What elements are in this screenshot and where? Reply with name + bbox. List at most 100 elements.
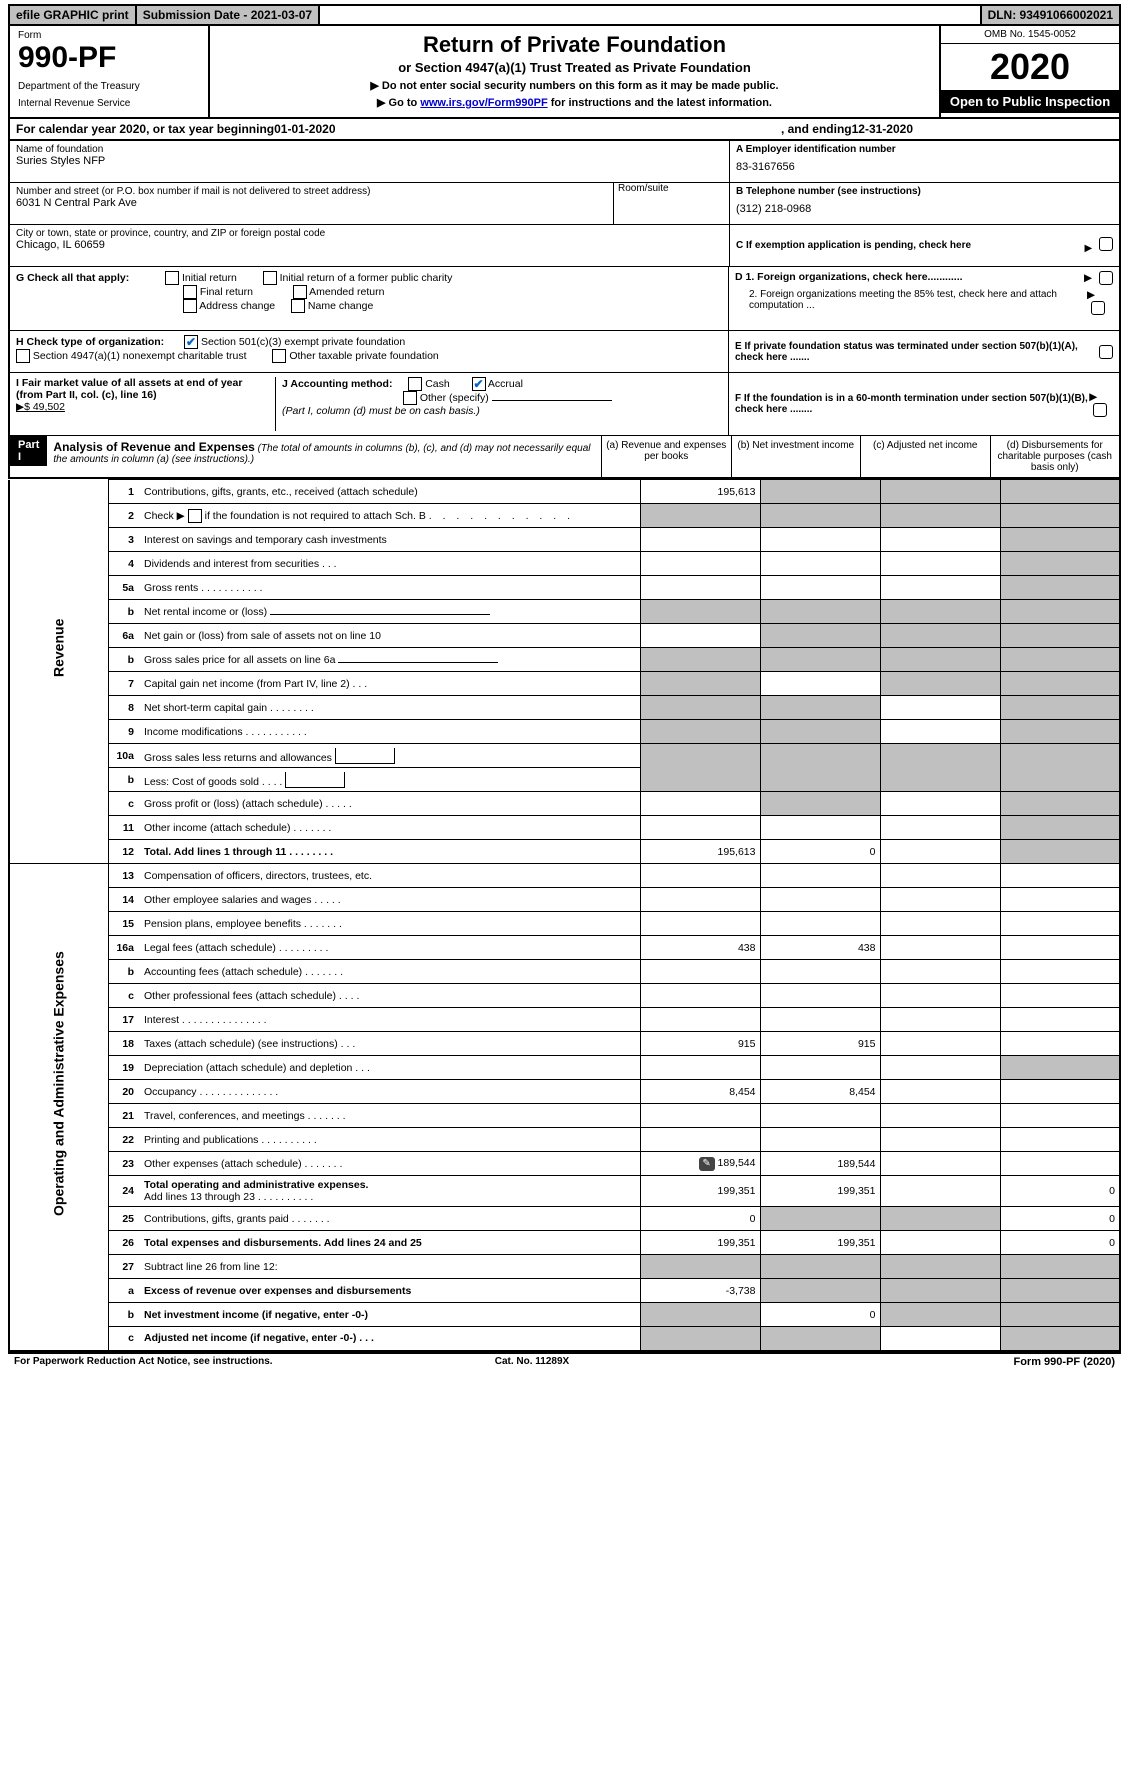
line-22: 22Printing and publications . . . . . . …: [9, 1128, 1120, 1152]
g-amended-cb[interactable]: [293, 285, 307, 299]
omb: OMB No. 1545-0052: [941, 26, 1119, 44]
part1-title: Analysis of Revenue and Expenses: [53, 440, 254, 454]
footer-left: For Paperwork Reduction Act Notice, see …: [14, 1356, 273, 1368]
line-6a: 6aNet gain or (loss) from sale of assets…: [9, 624, 1120, 648]
title: Return of Private Foundation: [222, 32, 927, 58]
h-501c3-cb[interactable]: [184, 335, 198, 349]
info-grid: Name of foundation Suries Styles NFP Num…: [8, 141, 1121, 267]
c-label: C If exemption application is pending, c…: [736, 240, 971, 251]
line-21: 21Travel, conferences, and meetings . . …: [9, 1104, 1120, 1128]
h-opt2: Section 4947(a)(1) nonexempt charitable …: [33, 350, 247, 362]
note1: ▶ Do not enter social security numbers o…: [222, 79, 927, 92]
j-accrual: Accrual: [488, 378, 523, 390]
line-2: 2 Check ▶ if the foundation is not requi…: [9, 504, 1120, 528]
line-16a: 16aLegal fees (attach schedule) . . . . …: [9, 936, 1120, 960]
line-16c: cOther professional fees (attach schedul…: [9, 984, 1120, 1008]
submission-btn[interactable]: Submission Date - 2021-03-07: [137, 6, 320, 24]
d2-label: 2. Foreign organizations meeting the 85%…: [735, 289, 1087, 315]
c-checkbox[interactable]: [1099, 237, 1113, 251]
line-6b: bGross sales price for all assets on lin…: [9, 648, 1120, 672]
city-label: City or town, state or province, country…: [16, 228, 723, 239]
calendar-row: For calendar year 2020, or tax year begi…: [8, 119, 1121, 141]
i-label: I Fair market value of all assets at end…: [16, 377, 242, 401]
line-16b: bAccounting fees (attach schedule) . . .…: [9, 960, 1120, 984]
open-badge: Open to Public Inspection: [941, 90, 1119, 113]
ein: 83-3167656: [736, 161, 1113, 173]
j-accrual-cb[interactable]: [472, 377, 486, 391]
j-other-cb[interactable]: [403, 391, 417, 405]
col-a-header: (a) Revenue and expenses per books: [602, 436, 732, 477]
line-12: 12Total. Add lines 1 through 11 . . . . …: [9, 840, 1120, 864]
line-11: 11Other income (attach schedule) . . . .…: [9, 816, 1120, 840]
line-20: 20Occupancy . . . . . . . . . . . . . .8…: [9, 1080, 1120, 1104]
line-3: 3Interest on savings and temporary cash …: [9, 528, 1120, 552]
footer: For Paperwork Reduction Act Notice, see …: [8, 1352, 1121, 1370]
line-24: 24Total operating and administrative exp…: [9, 1176, 1120, 1207]
footer-mid: Cat. No. 11289X: [495, 1356, 569, 1368]
col-c-header: (c) Adjusted net income: [861, 436, 991, 477]
g-opt5: Name change: [308, 300, 373, 312]
part1-label: Part I: [10, 436, 47, 466]
note2-post: for instructions and the latest informat…: [548, 97, 772, 109]
line-19: 19Depreciation (attach schedule) and dep…: [9, 1056, 1120, 1080]
l2-cb[interactable]: [188, 509, 202, 523]
addr: 6031 N Central Park Ave: [16, 197, 613, 209]
cal-pre: For calendar year 2020, or tax year begi…: [16, 122, 274, 136]
j-cash: Cash: [425, 378, 450, 390]
line-4: 4Dividends and interest from securities …: [9, 552, 1120, 576]
tax-year: 2020: [941, 44, 1119, 90]
cal-end: 12-31-2020: [852, 122, 913, 136]
g-label: G Check all that apply:: [16, 272, 129, 284]
e-cb[interactable]: [1099, 345, 1113, 359]
section-ghi: G Check all that apply: Initial return I…: [8, 267, 1121, 435]
instructions-link[interactable]: www.irs.gov/Form990PF: [420, 97, 547, 109]
d1-label: D 1. Foreign organizations, check here..…: [735, 271, 963, 285]
j-cash-cb[interactable]: [408, 377, 422, 391]
attach-icon[interactable]: ✎: [699, 1157, 715, 1171]
col-b-header: (b) Net investment income: [732, 436, 862, 477]
line-5a: 5aGross rents . . . . . . . . . . .: [9, 576, 1120, 600]
g-initial-former-cb[interactable]: [263, 271, 277, 285]
e-label: E If private foundation status was termi…: [735, 341, 1095, 363]
foundation-name: Suries Styles NFP: [16, 155, 723, 167]
h-opt1: Section 501(c)(3) exempt private foundat…: [201, 336, 405, 348]
line-5b: bNet rental income or (loss): [9, 600, 1120, 624]
j-other: Other (specify): [420, 392, 489, 404]
footer-right: Form 990-PF (2020): [1013, 1356, 1115, 1368]
line-27a: aExcess of revenue over expenses and dis…: [9, 1279, 1120, 1303]
phone: (312) 218-0968: [736, 203, 1113, 215]
form-number: 990-PF: [18, 41, 200, 75]
line-10c: cGross profit or (loss) (attach schedule…: [9, 792, 1120, 816]
efile-btn[interactable]: efile GRAPHIC print: [10, 6, 137, 24]
part1-header: Part I Analysis of Revenue and Expenses …: [8, 435, 1121, 479]
h-4947-cb[interactable]: [16, 349, 30, 363]
line-7: 7Capital gain net income (from Part IV, …: [9, 672, 1120, 696]
g-initial-cb[interactable]: [165, 271, 179, 285]
g-address-cb[interactable]: [183, 299, 197, 313]
lines-table: Revenue 1Contributions, gifts, grants, e…: [8, 479, 1121, 1352]
line-25: 25Contributions, gifts, grants paid . . …: [9, 1207, 1120, 1231]
form-header: Form 990-PF Department of the Treasury I…: [8, 26, 1121, 119]
line-8: 8Net short-term capital gain . . . . . .…: [9, 696, 1120, 720]
revenue-sidelabel: Revenue: [9, 480, 108, 816]
line-17: 17Interest . . . . . . . . . . . . . . .: [9, 1008, 1120, 1032]
d2-cb[interactable]: [1091, 301, 1105, 315]
form-label: Form: [18, 30, 200, 41]
h-other-cb[interactable]: [272, 349, 286, 363]
line-14: 14Other employee salaries and wages . . …: [9, 888, 1120, 912]
j-label: J Accounting method:: [282, 378, 392, 390]
g-final-cb[interactable]: [183, 285, 197, 299]
h-label: H Check type of organization:: [16, 336, 164, 348]
f-label: F If the foundation is in a 60-month ter…: [735, 393, 1089, 415]
g-name-cb[interactable]: [291, 299, 305, 313]
l2-pre: Check ▶: [144, 509, 185, 521]
line-27b: bNet investment income (if negative, ent…: [9, 1303, 1120, 1327]
i-value: ▶$ 49,502: [16, 401, 65, 413]
line-13: Operating and Administrative Expenses 13…: [9, 864, 1120, 888]
f-cb[interactable]: [1093, 403, 1107, 417]
subtitle: or Section 4947(a)(1) Trust Treated as P…: [222, 60, 927, 75]
g-opt4: Address change: [199, 300, 275, 312]
g-opt2: Final return: [200, 286, 253, 298]
d1-cb[interactable]: [1099, 271, 1113, 285]
h-opt3: Other taxable private foundation: [289, 350, 438, 362]
